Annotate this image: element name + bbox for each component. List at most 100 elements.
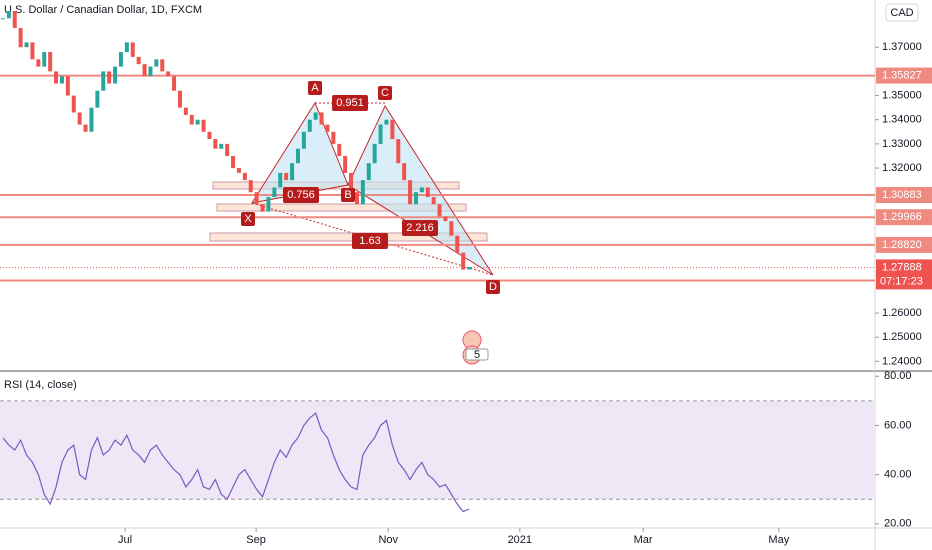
- candle: [154, 59, 159, 67]
- ratio: 0.951: [336, 97, 364, 109]
- y-tick-label: 1.24000: [882, 355, 922, 367]
- level-label: 1.30883: [882, 189, 922, 201]
- candle: [449, 221, 454, 236]
- candle: [48, 52, 53, 72]
- candle: [349, 172, 354, 193]
- x-tick-label: May: [768, 534, 789, 546]
- candle: [160, 59, 165, 72]
- candle: [295, 148, 300, 164]
- candle: [313, 112, 318, 120]
- candle: [101, 71, 106, 91]
- zone: [209, 232, 488, 242]
- zone: [216, 203, 467, 212]
- candle: [272, 187, 277, 198]
- y-tick-label: 1.26000: [882, 307, 922, 319]
- candle: [242, 172, 247, 181]
- pattern-point: X: [244, 213, 252, 225]
- pattern-point: C: [381, 87, 389, 99]
- candle: [290, 163, 295, 181]
- level-label-box: [876, 187, 932, 204]
- candle: [30, 42, 35, 60]
- candle: [219, 143, 224, 149]
- ratio-box: [283, 187, 319, 203]
- y-tick-label: 1.25000: [882, 331, 922, 343]
- candle: [83, 124, 88, 132]
- candle: [402, 163, 407, 181]
- candle: [396, 139, 401, 164]
- candle: [213, 139, 218, 149]
- last-price-box: [876, 259, 932, 290]
- candle: [148, 66, 153, 77]
- candle: [107, 71, 112, 84]
- candle: [225, 143, 230, 156]
- candle: [195, 119, 200, 125]
- x-tick-label: Jul: [118, 534, 132, 546]
- pattern-point: D: [489, 281, 497, 293]
- candle: [425, 187, 430, 198]
- pattern-point-box: [341, 188, 355, 202]
- currency[interactable]: CAD: [890, 7, 913, 19]
- candle: [65, 76, 70, 96]
- x-tick-label: 2021: [508, 534, 532, 546]
- candle: [0, 18, 5, 20]
- candle: [366, 163, 371, 181]
- candle: [6, 10, 11, 19]
- ratio-box: [352, 233, 388, 249]
- candle: [77, 112, 82, 125]
- x-tick-label: Sep: [246, 534, 266, 546]
- candle: [360, 180, 365, 205]
- candle: [95, 90, 100, 108]
- candle: [467, 267, 472, 270]
- candle: [455, 235, 460, 253]
- rsi-tick-label: 20.00: [884, 518, 912, 530]
- candle: [331, 131, 336, 144]
- candle: [437, 204, 442, 217]
- candle: [431, 197, 436, 205]
- candle: [461, 252, 466, 270]
- candle: [166, 71, 171, 77]
- candle: [266, 197, 271, 212]
- candle: [390, 119, 395, 140]
- candle: [201, 119, 206, 132]
- pattern-point-box: [308, 81, 322, 95]
- currency-box[interactable]: [885, 3, 919, 22]
- level-label: 1.28820: [882, 239, 922, 251]
- candle: [378, 124, 383, 144]
- countdown: 07:17:23: [880, 275, 923, 287]
- rsi-tick-label: 80.00: [884, 370, 912, 382]
- candle: [130, 42, 135, 57]
- level-label-box: [876, 209, 932, 226]
- ratio: 1.63: [359, 235, 380, 247]
- candle: [260, 204, 265, 212]
- candle: [236, 168, 241, 173]
- candle: [172, 76, 177, 91]
- candle: [136, 56, 141, 65]
- ratio-box: [332, 95, 368, 111]
- candle: [42, 52, 47, 67]
- ratio-box: [402, 220, 438, 236]
- rsi-title: RSI (14, close): [4, 379, 77, 391]
- candle: [337, 143, 342, 156]
- candle: [189, 114, 194, 125]
- event-badge[interactable]: 5: [474, 349, 480, 361]
- candle: [354, 192, 359, 205]
- y-tick-label: 1.33000: [882, 138, 922, 150]
- candle: [325, 124, 330, 132]
- candle: [71, 95, 76, 113]
- candle: [343, 155, 348, 173]
- level-label-box: [876, 67, 932, 84]
- level-label-box: [876, 236, 932, 253]
- pattern-point: B: [344, 189, 351, 201]
- pattern-point: A: [311, 82, 319, 94]
- candle: [284, 172, 289, 181]
- y-tick-label: 1.37000: [882, 41, 922, 53]
- event-badge-box[interactable]: [465, 348, 489, 361]
- candle: [113, 66, 118, 84]
- candle: [36, 59, 41, 67]
- candle: [177, 90, 182, 108]
- candle: [18, 27, 23, 48]
- candle: [384, 119, 389, 125]
- candle: [319, 112, 324, 125]
- candle: [142, 64, 147, 77]
- candle: [248, 180, 253, 193]
